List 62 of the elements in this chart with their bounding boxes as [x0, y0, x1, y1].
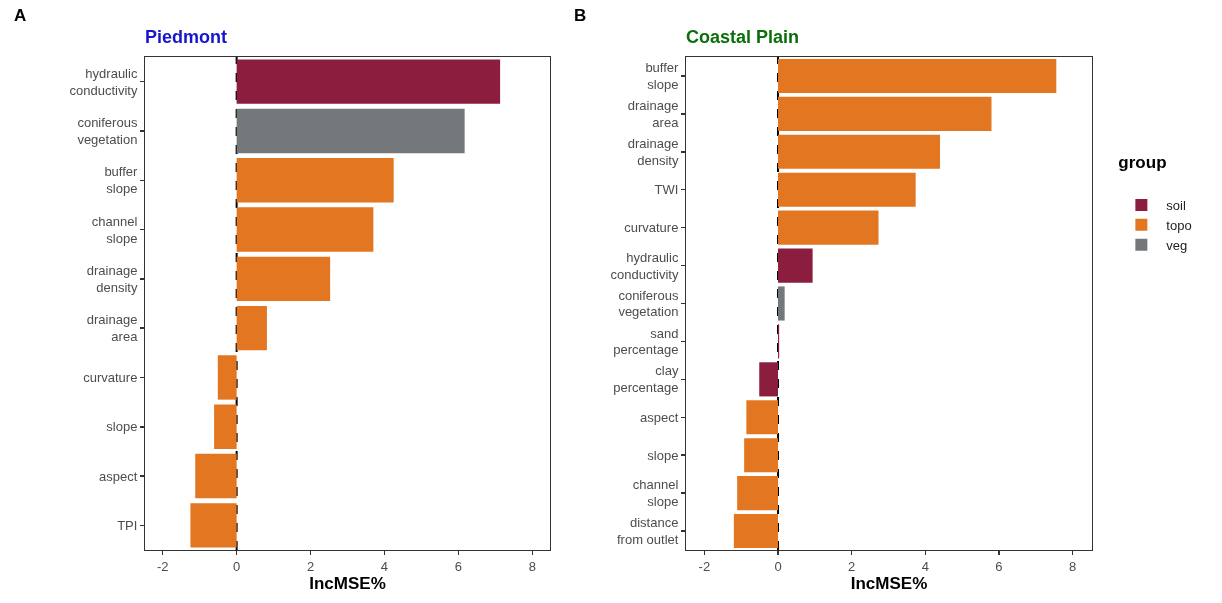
x-tick-label: 2 — [306, 558, 315, 574]
bar — [778, 58, 1057, 94]
y-tick-label: slope — [647, 447, 679, 463]
text: A — [14, 6, 27, 25]
bar — [190, 503, 237, 548]
bar — [778, 96, 992, 131]
legend-label: veg — [1166, 237, 1188, 253]
y-tick-label: clay percentage — [613, 363, 679, 396]
bar — [778, 286, 785, 321]
y-tick-label: channel slope — [91, 213, 138, 246]
y-tick-label: aspect — [99, 468, 138, 484]
bar — [746, 400, 779, 435]
x-tick-label: 8 — [528, 558, 536, 574]
bar — [778, 134, 940, 169]
bar — [236, 59, 501, 104]
x-tick-label: 2 — [848, 558, 856, 574]
y-tick-label: hydraulic conductivity — [69, 65, 138, 98]
bar — [759, 362, 779, 397]
y-tick-label: slope — [106, 419, 138, 435]
x-tick-label: 6 — [995, 558, 1003, 574]
y-tick-label: drainage density — [627, 135, 679, 168]
chart-title: Coastal Plain — [686, 27, 800, 47]
y-tick-label: coniferous vegetation — [77, 115, 138, 147]
bar — [236, 305, 267, 351]
y-tick-label: TPI — [117, 517, 138, 533]
y-tick-label: curvature — [83, 370, 138, 385]
x-axis-title: IncMSE% — [850, 574, 928, 593]
bar — [236, 256, 331, 302]
x-tick-label: 8 — [1068, 558, 1077, 574]
bar — [217, 355, 237, 400]
bar — [744, 438, 779, 473]
y-tick-label: distance from outlet — [616, 515, 679, 548]
bar — [236, 158, 394, 203]
text: B — [574, 6, 587, 25]
chart-title: Piedmont — [145, 27, 228, 47]
x-tick-label: 4 — [380, 558, 389, 574]
y-tick-label: drainage area — [86, 312, 139, 345]
y-tick-label: TWI — [654, 182, 679, 198]
bar — [737, 476, 779, 511]
y-tick-label: drainage density — [86, 262, 138, 295]
bar — [195, 453, 237, 499]
bar — [778, 210, 879, 245]
bar — [236, 108, 465, 154]
bar — [214, 404, 237, 449]
y-tick-label: buffer slope — [104, 164, 139, 197]
x-axis-title: IncMSE% — [309, 574, 386, 593]
x-tick-label: 6 — [454, 558, 462, 574]
legend-label: topo — [1166, 217, 1192, 233]
legend-label: soil — [1166, 197, 1186, 213]
x-tick-label: -2 — [156, 558, 169, 574]
x-tick-label: 4 — [921, 558, 929, 574]
bar — [778, 248, 813, 283]
x-tick-label: 0 — [233, 558, 241, 574]
x-tick-label: -2 — [698, 558, 711, 574]
y-tick-label: buffer slope — [645, 60, 680, 92]
legend-title: group — [1118, 152, 1167, 172]
bar — [778, 172, 916, 207]
bar — [733, 513, 779, 549]
bar — [236, 207, 374, 252]
y-tick-label: curvature — [624, 220, 679, 236]
x-tick-label: 0 — [774, 558, 782, 574]
y-tick-label: aspect — [640, 409, 679, 425]
